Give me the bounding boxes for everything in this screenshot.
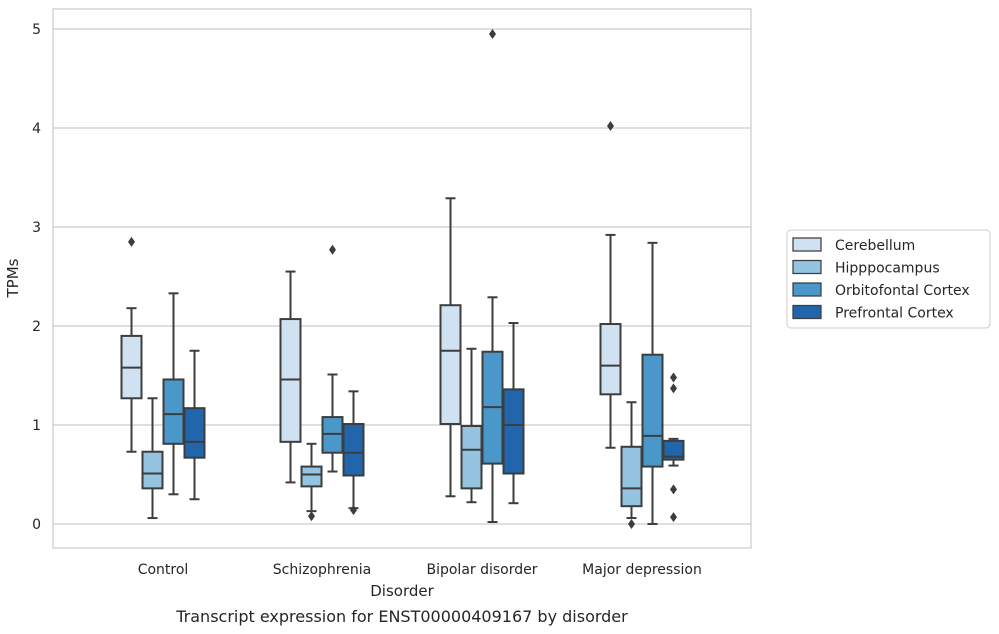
outlier-point <box>670 372 677 383</box>
legend: Cerebellum Hipppocampus Orbitofontal Corte… <box>786 229 991 329</box>
y-tick-label: 0 <box>32 517 41 533</box>
x-tick-label: Schizophrenia <box>273 562 371 578</box>
outlier-point <box>607 121 614 132</box>
box-cerebellum <box>279 270 302 484</box>
y-axis-label: TPMs <box>4 258 22 298</box>
outlier-point <box>308 511 315 522</box>
legend-swatch <box>792 259 822 275</box>
iqr-box <box>620 445 643 508</box>
outlier-point <box>489 28 496 39</box>
box-prefrontal-cortex <box>183 349 206 501</box>
box-prefrontal-cortex <box>342 390 365 516</box>
iqr-box <box>183 407 206 459</box>
iqr-box <box>599 323 622 396</box>
y-tick-label: 5 <box>32 22 41 38</box>
box-cerebellum <box>120 236 143 453</box>
box-hipppocampus <box>460 347 483 504</box>
legend-box <box>786 229 991 329</box>
x-tick-label: Major depression <box>582 562 702 578</box>
x-tick-labels: Control Schizophrenia Bipolar disorder Majo… <box>138 562 702 578</box>
outlier-point <box>670 484 677 495</box>
plot-frame <box>52 8 752 549</box>
legend-swatch <box>792 282 822 297</box>
x-tick-label: Bipolar disorder <box>426 562 537 578</box>
box-hipppocampus <box>141 397 164 520</box>
y-tick-label: 3 <box>32 220 41 236</box>
y-tick-label: 4 <box>32 121 41 137</box>
box-hipppocampus <box>620 401 643 529</box>
y-tick-label: 1 <box>32 418 41 434</box>
legend-label: Hipppocampus <box>835 261 940 277</box>
x-axis-label: Disorder <box>370 582 434 600</box>
legend-label: Prefrontal Cortex <box>835 306 954 322</box>
outlier-point <box>329 244 336 255</box>
iqr-box <box>162 378 185 445</box>
iqr-box <box>141 450 164 490</box>
box-hipppocampus <box>300 442 323 522</box>
iqr-box <box>300 465 323 488</box>
box-orbitofontal-cortex <box>641 241 664 525</box>
box-cerebellum <box>439 197 462 498</box>
box-plots <box>120 28 685 529</box>
box-orbitofontal-cortex <box>162 292 185 496</box>
y-tick-labels: 0 1 2 3 4 5 <box>32 22 41 533</box>
iqr-box <box>662 439 685 461</box>
chart-caption: Transcript expression for ENST0000040916… <box>175 607 628 626</box>
box-prefrontal-cortex <box>662 372 685 523</box>
iqr-box <box>439 304 462 426</box>
outlier-point <box>128 236 135 247</box>
legend-label: Orbitofontal Cortex <box>835 283 970 299</box>
iqr-box <box>641 353 664 468</box>
legend-label: Cerebellum <box>835 238 915 254</box>
outlier-point <box>670 383 677 394</box>
x-tick-label: Control <box>138 562 189 578</box>
legend-swatch <box>792 237 822 252</box>
y-tick-label: 2 <box>32 319 41 335</box>
iqr-box <box>502 388 525 475</box>
outlier-point <box>350 505 357 516</box>
iqr-box <box>460 424 483 490</box>
box-prefrontal-cortex <box>502 322 525 505</box>
box-cerebellum <box>599 121 622 449</box>
outlier-point <box>670 512 677 523</box>
outlier-point <box>628 519 635 529</box>
legend-swatch <box>792 304 822 320</box>
iqr-box <box>342 423 365 477</box>
